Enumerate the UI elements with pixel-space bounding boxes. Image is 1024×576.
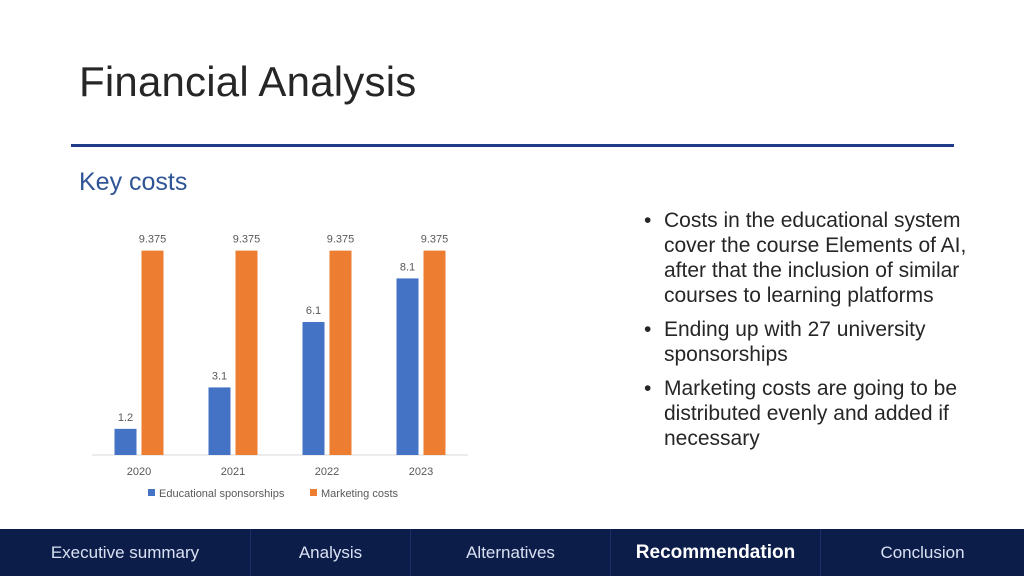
- bar-marketing-2020: [141, 250, 164, 455]
- x-tick-label: 2023: [409, 466, 433, 478]
- key-costs-chart: 1.2 9.375 2020 3.1 9.375 2021 6.1 9.375 2022 8.1 9…: [80, 215, 480, 510]
- bar-marketing-2021: [235, 250, 258, 455]
- bar-educational-2021: [208, 387, 231, 455]
- bullet-list: • Costs in the educational system cover t…: [642, 208, 992, 460]
- data-label: 9.375: [233, 234, 261, 246]
- bullet-item: • Costs in the educational system cover t…: [642, 208, 992, 308]
- data-label: 9.375: [327, 234, 355, 246]
- nav-analysis[interactable]: Analysis: [250, 529, 410, 576]
- bullet-item: • Marketing costs are going to be distrib…: [642, 376, 992, 451]
- x-tick-label: 2021: [221, 466, 245, 478]
- data-label: 9.375: [421, 234, 449, 246]
- bullet-dot-icon: •: [644, 209, 652, 232]
- bar-marketing-2022: [329, 250, 352, 455]
- bullet-text: Costs in the educational system cover th…: [664, 209, 967, 307]
- data-label: 3.1: [212, 370, 227, 382]
- bar-educational-2023: [396, 278, 419, 455]
- bar-educational-2022: [302, 322, 325, 455]
- bullet-item: • Ending up with 27 university sponsorshi…: [642, 317, 992, 367]
- nav-recommendation[interactable]: Recommendation: [610, 529, 820, 576]
- legend-swatch: [310, 489, 317, 496]
- chart-svg: 1.2 9.375 2020 3.1 9.375 2021 6.1 9.375 2022 8.1 9…: [92, 234, 468, 500]
- nav-conclusion[interactable]: Conclusion: [820, 529, 1024, 576]
- bullet-dot-icon: •: [644, 377, 652, 400]
- x-tick-label: 2022: [315, 466, 339, 478]
- bar-marketing-2023: [423, 250, 446, 455]
- bullet-text: Marketing costs are going to be distribu…: [664, 377, 957, 450]
- bottom-nav: Executive summary Analysis Alternatives …: [0, 529, 1024, 576]
- data-label: 9.375: [139, 234, 167, 246]
- legend-label: Marketing costs: [321, 488, 399, 500]
- data-label: 6.1: [306, 305, 321, 317]
- bullet-dot-icon: •: [644, 318, 652, 341]
- data-label: 8.1: [400, 261, 415, 273]
- bar-educational-2020: [114, 428, 137, 455]
- title-divider: [71, 144, 954, 147]
- nav-alternatives[interactable]: Alternatives: [410, 529, 610, 576]
- slide-title: Financial Analysis: [79, 58, 417, 105]
- legend-label: Educational sponsorships: [159, 488, 285, 500]
- slide-subtitle: Key costs: [79, 168, 188, 196]
- x-tick-label: 2020: [127, 466, 151, 478]
- nav-executive-summary[interactable]: Executive summary: [50, 542, 200, 562]
- data-label: 1.2: [118, 412, 133, 424]
- legend-swatch: [148, 489, 155, 496]
- bullet-text: Ending up with 27 university sponsorship…: [664, 318, 926, 366]
